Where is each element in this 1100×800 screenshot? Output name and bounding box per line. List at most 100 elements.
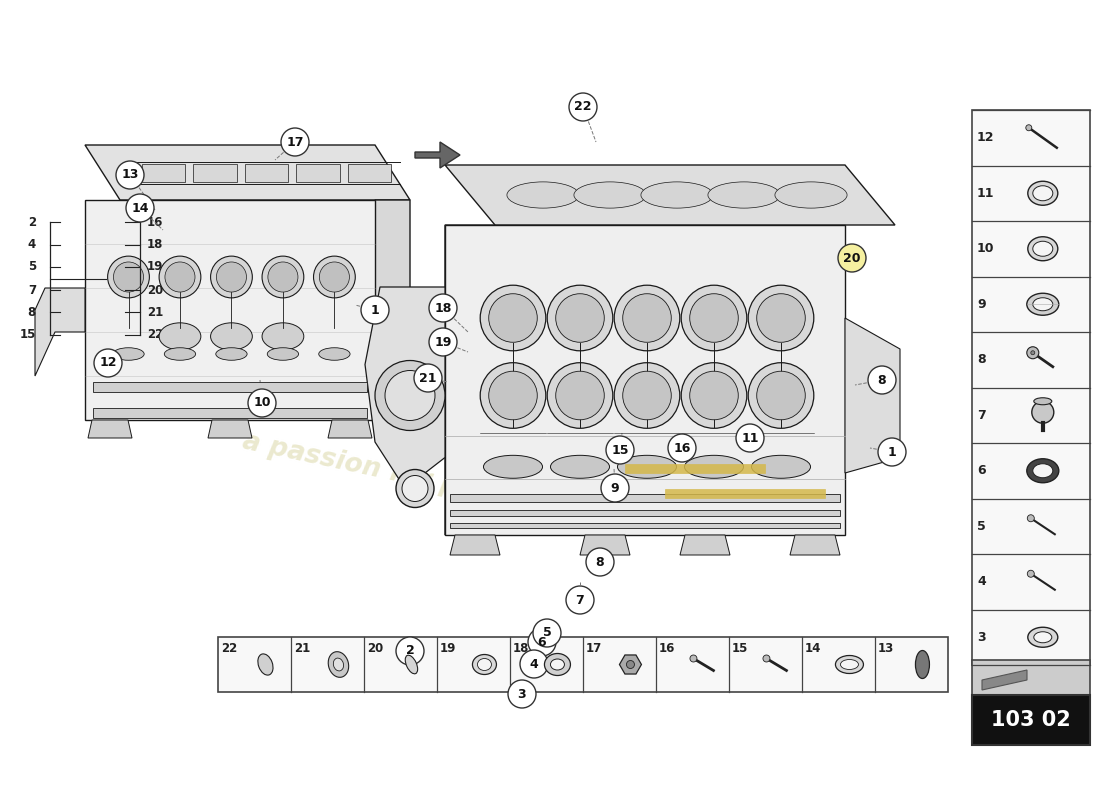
Polygon shape <box>35 288 85 376</box>
Circle shape <box>262 256 304 298</box>
Polygon shape <box>845 318 900 473</box>
Ellipse shape <box>333 658 343 671</box>
Circle shape <box>748 362 814 428</box>
Circle shape <box>217 262 246 292</box>
Circle shape <box>210 256 252 298</box>
Circle shape <box>126 194 154 222</box>
Circle shape <box>396 637 424 665</box>
Polygon shape <box>375 299 400 321</box>
Polygon shape <box>666 489 825 498</box>
Ellipse shape <box>262 323 304 350</box>
Ellipse shape <box>164 348 196 360</box>
Circle shape <box>556 371 604 420</box>
Text: 1: 1 <box>888 446 896 458</box>
Circle shape <box>690 655 697 662</box>
Polygon shape <box>446 225 845 535</box>
Ellipse shape <box>751 455 811 478</box>
Ellipse shape <box>1027 182 1058 206</box>
Polygon shape <box>790 535 840 555</box>
Text: 5: 5 <box>542 626 551 639</box>
Polygon shape <box>85 200 375 420</box>
Polygon shape <box>580 535 630 555</box>
Text: 13: 13 <box>121 169 139 182</box>
Ellipse shape <box>550 455 609 478</box>
Text: a passion for parts: a passion for parts <box>241 428 519 512</box>
Text: 7: 7 <box>575 594 584 606</box>
Circle shape <box>528 628 556 656</box>
Text: 18: 18 <box>434 302 452 314</box>
Text: 12: 12 <box>977 131 994 144</box>
Text: 7: 7 <box>28 283 36 297</box>
FancyBboxPatch shape <box>972 695 1090 745</box>
Ellipse shape <box>1027 627 1058 647</box>
Text: 1: 1 <box>112 272 120 285</box>
FancyBboxPatch shape <box>348 163 392 182</box>
Circle shape <box>520 650 548 678</box>
Text: 9: 9 <box>610 482 619 494</box>
Text: 7: 7 <box>977 409 986 422</box>
FancyBboxPatch shape <box>142 163 186 182</box>
Ellipse shape <box>319 348 350 360</box>
Circle shape <box>878 438 906 466</box>
Text: 19: 19 <box>147 261 164 274</box>
Text: 11: 11 <box>977 186 994 200</box>
Polygon shape <box>208 420 252 438</box>
Circle shape <box>569 93 597 121</box>
Ellipse shape <box>1026 294 1059 315</box>
Text: 20: 20 <box>147 283 163 297</box>
Text: 20: 20 <box>844 251 860 265</box>
Circle shape <box>566 586 594 614</box>
Text: 10: 10 <box>977 242 994 255</box>
Text: 22: 22 <box>147 329 163 342</box>
Circle shape <box>248 389 276 417</box>
Circle shape <box>757 371 805 420</box>
Circle shape <box>690 294 738 342</box>
FancyBboxPatch shape <box>972 660 1090 695</box>
Ellipse shape <box>617 455 676 478</box>
FancyBboxPatch shape <box>94 382 367 392</box>
Text: 14: 14 <box>805 642 822 655</box>
Text: 21: 21 <box>419 371 437 385</box>
Circle shape <box>108 256 150 298</box>
Polygon shape <box>625 464 764 473</box>
Ellipse shape <box>1033 298 1053 310</box>
Polygon shape <box>446 225 495 535</box>
Circle shape <box>668 434 696 462</box>
Text: 5: 5 <box>977 520 986 533</box>
Polygon shape <box>328 420 372 438</box>
Circle shape <box>94 349 122 377</box>
Ellipse shape <box>574 182 646 208</box>
Circle shape <box>1026 125 1032 130</box>
Circle shape <box>868 366 896 394</box>
Text: 4: 4 <box>28 238 36 251</box>
Circle shape <box>165 262 195 292</box>
Ellipse shape <box>113 348 144 360</box>
Circle shape <box>429 294 456 322</box>
Ellipse shape <box>257 654 273 675</box>
Polygon shape <box>446 165 895 225</box>
Ellipse shape <box>836 655 864 674</box>
Text: 16: 16 <box>659 642 675 655</box>
Ellipse shape <box>328 652 349 678</box>
Ellipse shape <box>550 659 564 670</box>
Circle shape <box>681 286 747 350</box>
FancyBboxPatch shape <box>972 110 1090 665</box>
Circle shape <box>623 371 671 420</box>
Ellipse shape <box>1033 186 1053 201</box>
Text: 3: 3 <box>977 630 986 644</box>
Text: 1: 1 <box>371 303 380 317</box>
Polygon shape <box>619 655 641 674</box>
Circle shape <box>113 262 143 292</box>
Text: 19: 19 <box>434 335 452 349</box>
Text: 11: 11 <box>741 431 759 445</box>
Text: 12: 12 <box>99 357 117 370</box>
Circle shape <box>508 680 536 708</box>
Text: 6: 6 <box>977 464 986 478</box>
Polygon shape <box>85 145 410 200</box>
Circle shape <box>736 424 764 452</box>
Circle shape <box>681 362 747 428</box>
FancyBboxPatch shape <box>296 163 340 182</box>
Text: 6: 6 <box>538 635 547 649</box>
Circle shape <box>601 474 629 502</box>
Text: 22: 22 <box>574 101 592 114</box>
